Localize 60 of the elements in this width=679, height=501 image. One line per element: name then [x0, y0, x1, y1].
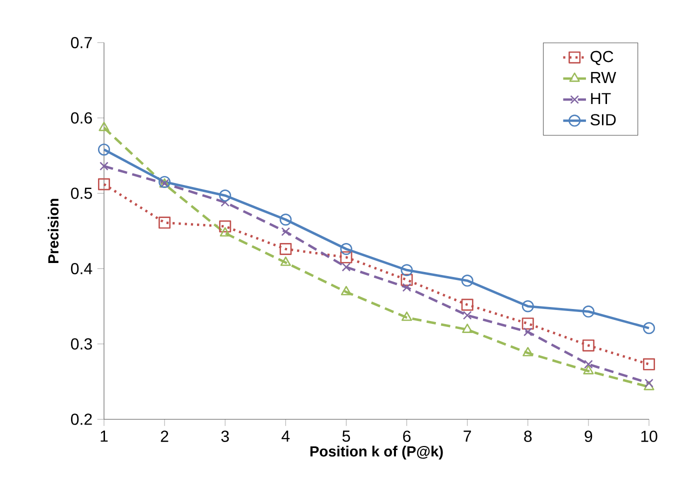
x-tick-label: 10 — [641, 430, 658, 442]
y-tick-label: 0.3 — [71, 338, 92, 350]
legend-label: SID — [590, 114, 616, 126]
point — [401, 312, 412, 321]
point — [583, 365, 594, 374]
point — [342, 262, 351, 272]
x-axis-title: Position k of (P@k) — [310, 446, 443, 460]
y-axis-title: Precision — [48, 198, 59, 263]
x-tick-label: 9 — [584, 430, 592, 442]
point — [280, 214, 292, 226]
x-tick-label: 3 — [221, 430, 229, 442]
point — [400, 274, 413, 286]
point — [158, 216, 171, 229]
point — [644, 378, 654, 388]
point — [522, 300, 534, 312]
point — [461, 298, 474, 311]
point — [642, 358, 655, 370]
point — [461, 274, 474, 287]
point — [158, 176, 171, 188]
point — [522, 346, 534, 356]
legend-label: RW — [591, 72, 616, 84]
x-tick-label: 2 — [160, 430, 168, 442]
y-tick-label: 0.6 — [71, 112, 92, 124]
x-tick-label: 8 — [524, 430, 532, 442]
point — [523, 327, 532, 336]
x-tick-label: 6 — [403, 430, 411, 442]
x-tick-label: 7 — [464, 430, 471, 442]
point — [220, 198, 230, 207]
point — [98, 178, 110, 190]
point — [340, 286, 352, 296]
point — [582, 339, 594, 352]
point — [642, 322, 655, 334]
point — [340, 243, 352, 256]
point — [340, 251, 352, 264]
point — [280, 243, 292, 256]
point — [584, 360, 593, 369]
point — [219, 190, 232, 202]
point — [98, 122, 110, 132]
point — [280, 256, 291, 266]
point — [644, 380, 654, 390]
legend-label: QC — [590, 50, 614, 66]
point — [100, 162, 108, 171]
point — [98, 144, 110, 156]
point — [219, 220, 232, 232]
x-tick-label: 5 — [342, 430, 350, 442]
x-tick-label: 4 — [282, 430, 290, 442]
x-tick-label: 1 — [100, 430, 108, 442]
point — [281, 227, 290, 236]
point — [462, 324, 473, 333]
point — [522, 318, 534, 330]
point — [220, 227, 230, 237]
y-tick-label: 0.5 — [71, 188, 92, 199]
y-tick-label: 0.2 — [71, 414, 92, 425]
point — [462, 310, 472, 320]
point — [400, 264, 413, 276]
y-tick-label: 0.7 — [71, 36, 92, 48]
y-tick-label: 0.4 — [71, 262, 92, 274]
point — [402, 282, 412, 292]
legend-label: HT — [591, 93, 611, 104]
point — [582, 306, 594, 318]
